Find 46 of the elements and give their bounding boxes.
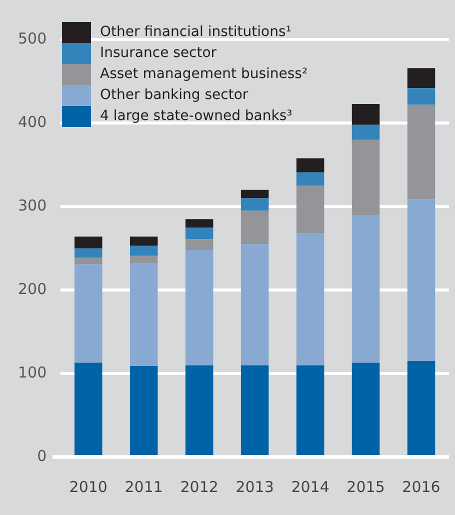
legend-label: Asset management business² (100, 65, 308, 84)
x-tick-label: 2011 (124, 478, 163, 496)
legend-label: 4 large state-owned banks³ (100, 107, 292, 126)
bar (296, 172, 324, 186)
bar (296, 158, 324, 172)
bar (296, 233, 324, 366)
legend-label: Insurance sector (100, 44, 217, 63)
bar (352, 104, 380, 125)
bar (185, 227, 214, 240)
bar (296, 186, 324, 234)
bar (185, 239, 214, 250)
x-tick-label: 2014 (291, 478, 330, 496)
bar (74, 258, 102, 264)
y-tick-label: 200 (18, 280, 47, 298)
bar (185, 250, 214, 366)
x-tick-label: 2012 (180, 478, 218, 496)
y-tick-label: 300 (18, 196, 47, 215)
bar (240, 198, 269, 211)
x-tick-label: 2016 (402, 478, 440, 496)
bar (74, 236, 102, 248)
bar (240, 244, 269, 366)
bar (407, 68, 436, 88)
bar (407, 199, 436, 362)
y-tick-label: 0 (37, 446, 47, 465)
bar (130, 263, 158, 366)
bar (130, 236, 158, 246)
y-tick-label: 500 (18, 30, 47, 48)
bar (74, 264, 102, 363)
bar (352, 214, 380, 363)
legend-label: Other financial institutions¹ (100, 23, 292, 42)
bar (130, 256, 158, 264)
bar (240, 210, 269, 244)
bar (352, 124, 380, 140)
bar (240, 190, 269, 198)
bar (130, 246, 158, 256)
bar (407, 104, 436, 200)
x-tick-label: 2013 (236, 478, 274, 496)
x-tick-label: 2010 (69, 478, 108, 496)
legend-label: Other banking sector (100, 86, 248, 105)
bar (352, 140, 380, 215)
bar (74, 248, 102, 258)
bar (185, 219, 214, 228)
y-tick-label: 400 (18, 113, 47, 132)
bar (407, 88, 436, 105)
x-tick-label: 2015 (346, 478, 385, 496)
y-tick-label: 100 (18, 363, 47, 382)
